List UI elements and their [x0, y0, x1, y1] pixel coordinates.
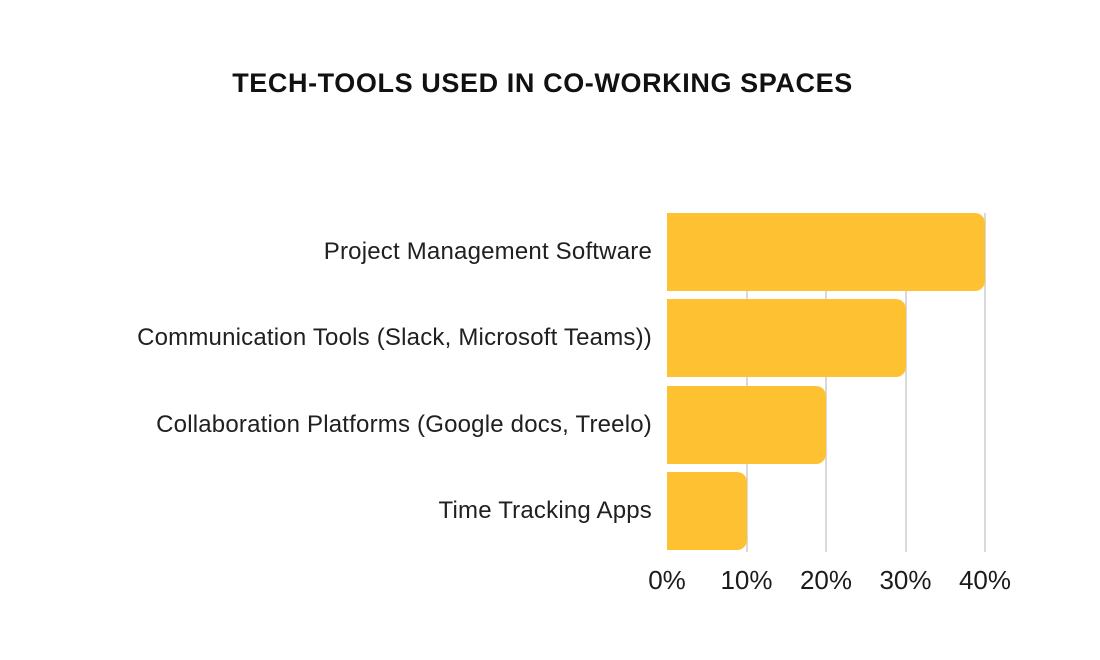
bar-row: Project Management Software [0, 213, 1100, 291]
gridline-30pct [904, 213, 907, 552]
bar-time-tracking [667, 471, 747, 550]
bar-track [667, 385, 985, 464]
bar-communication-tools [667, 299, 906, 378]
bar-chart-plot-area: Project Management Software Communicatio… [0, 213, 1100, 595]
bar-rows: Project Management Software Communicatio… [0, 213, 1100, 550]
bar-track [667, 299, 985, 378]
gridline-20pct [825, 213, 827, 552]
bar-project-management [667, 213, 985, 291]
category-label: Communication Tools (Slack, Microsoft Te… [137, 324, 652, 352]
category-label: Collaboration Platforms (Google docs, Tr… [156, 410, 652, 438]
category-label: Time Tracking Apps [438, 496, 652, 524]
bar-track [667, 213, 985, 291]
x-tick-label: 10% [720, 565, 773, 595]
gridline-10pct [745, 213, 748, 552]
chart-title: TECH-TOOLS USED IN CO-WORKING SPACES [232, 68, 853, 98]
category-label: Project Management Software [323, 238, 652, 265]
bar-row: Time Tracking Apps [0, 471, 1100, 550]
bar-collaboration-platforms [667, 385, 826, 464]
gridline-40pct [984, 213, 986, 552]
gridlines [667, 213, 986, 552]
x-tick-label: 0% [648, 565, 686, 595]
bar-row: Communication Tools (Slack, Microsoft Te… [0, 299, 1100, 378]
x-tick-label: 40% [958, 565, 1012, 595]
x-tick-label: 20% [799, 565, 853, 595]
x-tick-label: 30% [879, 565, 932, 595]
bar-row: Collaboration Platforms (Google docs, Tr… [0, 385, 1100, 464]
x-axis: 0% 10% 20% 30% 40% [648, 565, 1011, 599]
bar-track [667, 471, 985, 550]
